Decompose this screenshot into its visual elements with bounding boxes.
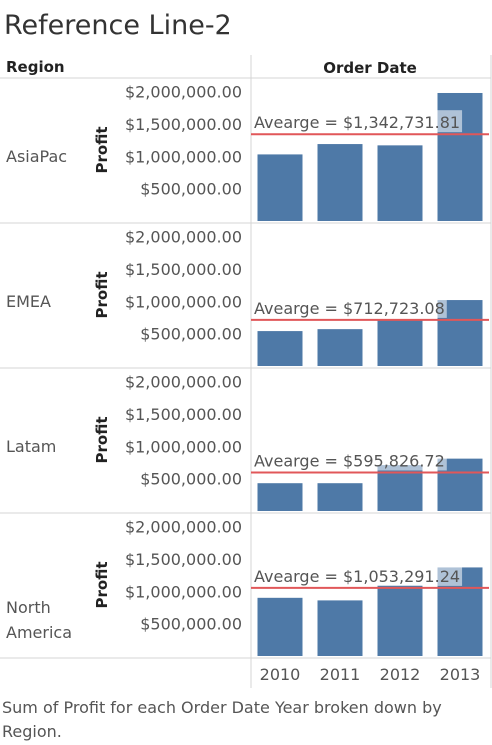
y-tick-label: $2,000,000.00 <box>125 518 242 537</box>
y-tick-label: $1,000,000.00 <box>125 437 242 456</box>
region-label-line: America <box>6 623 72 642</box>
region-label: Latam <box>6 437 56 456</box>
y-tick-label: $2,000,000.00 <box>125 373 242 392</box>
y-axis-label: Profit <box>93 127 111 174</box>
header-row: Region Order Date <box>6 58 417 77</box>
reference-label-background <box>252 110 463 133</box>
bar-2011[interactable] <box>317 483 363 511</box>
reference-label-background <box>252 563 463 586</box>
x-axis: 2010 2011 2012 2013 <box>260 665 481 684</box>
row-header: Region <box>6 58 65 76</box>
bar-2011[interactable] <box>317 144 363 221</box>
reference-line-label: Avearge = $595,826.72 <box>254 451 445 470</box>
bar-2012[interactable] <box>377 585 423 656</box>
region-label-line: Latam <box>6 437 56 456</box>
column-header: Order Date <box>323 59 417 77</box>
x-tick-label: 2010 <box>260 665 301 684</box>
bar-2010[interactable] <box>257 597 303 656</box>
y-axis-label: Profit <box>93 272 111 319</box>
y-axis-label: Profit <box>93 417 111 464</box>
region-label: EMEA <box>6 292 51 311</box>
reference-line-label: Avearge = $1,053,291.24 <box>254 567 460 586</box>
region-label-line: North <box>6 598 51 617</box>
y-axis-label: Profit <box>93 562 111 609</box>
panel-dividers <box>0 55 492 688</box>
region-label: North America <box>6 598 72 642</box>
region-label-line: AsiaPac <box>6 147 67 166</box>
reference-label-background <box>252 295 447 318</box>
y-tick-label: $1,500,000.00 <box>125 550 242 569</box>
y-tick-label: $2,000,000.00 <box>125 83 242 102</box>
y-tick-label: $1,500,000.00 <box>125 260 242 279</box>
bar-2011[interactable] <box>317 600 363 656</box>
y-tick-label: $500,000.00 <box>140 615 242 634</box>
reference-line-label: Avearge = $712,723.08 <box>254 299 445 318</box>
region-label-line: EMEA <box>6 292 51 311</box>
region-label: AsiaPac <box>6 147 67 166</box>
x-tick-label: 2012 <box>380 665 421 684</box>
panel-asiapac[interactable]: AsiaPac Profit $500,000.00 $1,000,000.00 $1,… <box>6 83 489 222</box>
chart-title: Reference Line-2 <box>4 10 232 41</box>
y-tick-label: $1,500,000.00 <box>125 115 242 134</box>
y-tick-label: $2,000,000.00 <box>125 228 242 247</box>
bar-chart: Region Order Date AsiaPac Profit $500,000.… <box>0 55 492 688</box>
y-tick-label: $500,000.00 <box>140 180 242 199</box>
y-tick-label: $500,000.00 <box>140 325 242 344</box>
panel-emea[interactable]: EMEA Profit $500,000.00 $1,000,000.00 $1,500… <box>6 228 489 366</box>
reference-line-label: Avearge = $1,342,731.81 <box>254 113 460 132</box>
panel-latam[interactable]: Latam Profit $500,000.00 $1,000,000.00 $1,50… <box>6 373 489 511</box>
bar-2012[interactable] <box>377 145 423 221</box>
chart-caption: Sum of Profit for each Order Date Year b… <box>2 698 442 741</box>
y-tick-label: $1,000,000.00 <box>125 292 242 311</box>
bar-2010[interactable] <box>257 154 303 221</box>
y-tick-label: $500,000.00 <box>140 470 242 489</box>
bar-2010[interactable] <box>257 483 303 511</box>
y-tick-label: $1,000,000.00 <box>125 582 242 601</box>
reference-label-background <box>252 448 447 471</box>
x-tick-label: 2011 <box>320 665 361 684</box>
bar-2012[interactable] <box>377 319 423 366</box>
y-tick-label: $1,500,000.00 <box>125 405 242 424</box>
y-tick-label: $1,000,000.00 <box>125 147 242 166</box>
panels[interactable]: AsiaPac Profit $500,000.00 $1,000,000.00 $1,… <box>6 83 489 656</box>
panel-north-america[interactable]: North America Profit $500,000.00 $1,000,000.… <box>6 518 489 656</box>
bar-2011[interactable] <box>317 329 363 366</box>
x-tick-label: 2013 <box>440 665 481 684</box>
bar-2010[interactable] <box>257 331 303 366</box>
